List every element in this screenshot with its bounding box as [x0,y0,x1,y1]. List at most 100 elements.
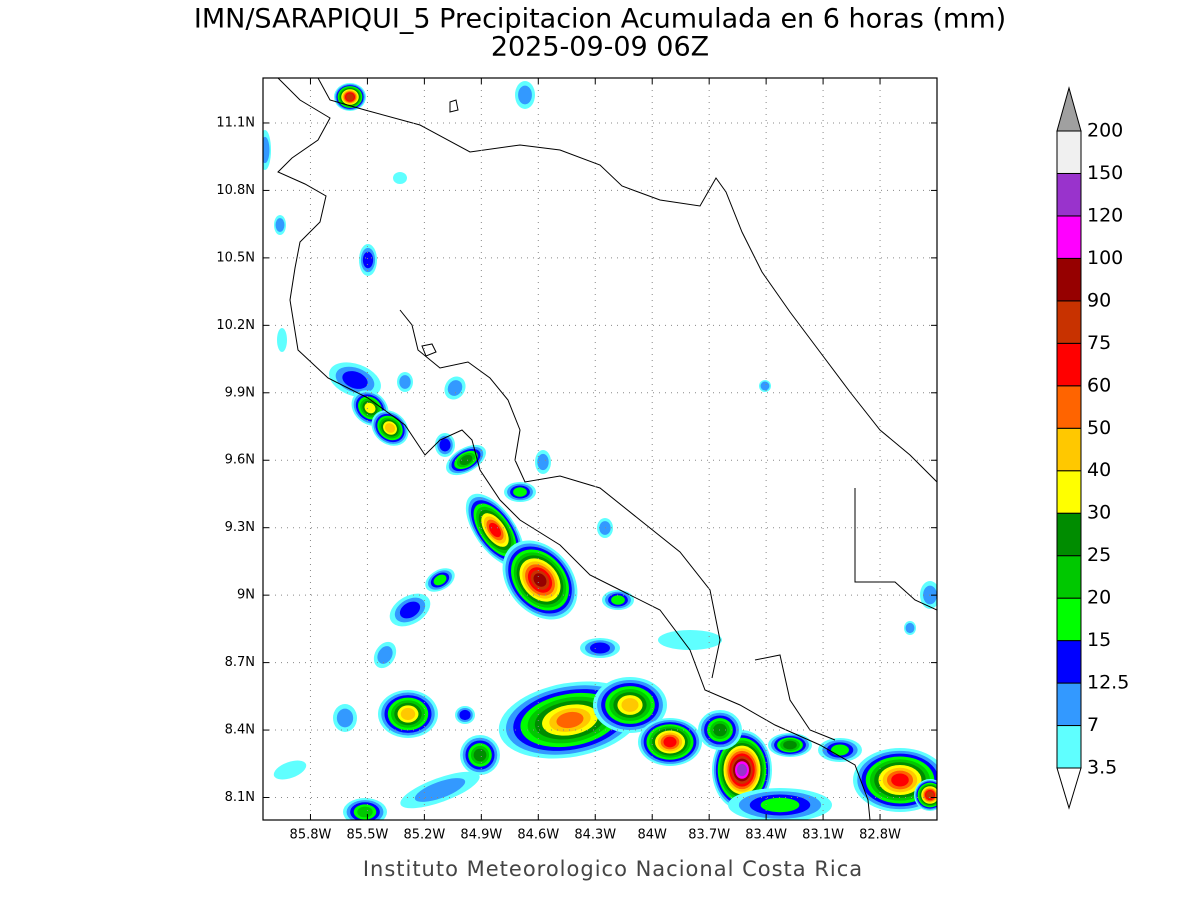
precip-contour [513,487,527,497]
map-subtitle: 2025-09-09 06Z [491,32,709,63]
coastline [449,99,459,113]
colorbar-segment [1056,597,1082,642]
lat-tick-label: 9.6N [225,453,255,468]
footer: Instituto Meteorologico Nacional Costa R… [363,857,863,881]
colorbar-label: 25 [1087,544,1111,566]
precip-contour [433,574,447,586]
lon-tick-label: 83.1W [802,828,844,843]
precip-contour [263,136,270,164]
lon-tick-label: 84.6W [517,828,559,843]
precip-contour [518,85,532,105]
lat-tick-label: 11.1N [216,115,255,130]
colorbar-label: 60 [1087,374,1111,396]
precip-contour [439,438,451,452]
precip-contour [357,806,373,818]
colorbar-label: 120 [1087,204,1123,226]
precip-contour [533,573,547,587]
precip-contour [277,328,287,352]
lat-tick-label: 10.2N [216,318,255,333]
colorbar-segment [1056,172,1082,217]
colorbar-segment [1056,300,1082,344]
precip-contour [459,454,473,466]
precip-contour [736,763,748,777]
lat-tick-label: 9.9N [225,385,255,400]
lon-tick-label: 83.7W [688,828,730,843]
map-title: IMN/SARAPIQUI_5 Precipitacion Acumulada … [194,4,1006,35]
colorbar-segment [1056,342,1082,387]
coastline [421,343,437,357]
colorbar-high-triangle [1056,86,1082,132]
colorbar-label: 100 [1087,247,1123,269]
precip-contour [926,791,934,799]
precip-contour [611,595,625,605]
precip-contour [783,740,797,750]
precip-contour [760,381,770,391]
colorbar-label: 30 [1087,502,1111,524]
lon-tick-label: 84W [638,828,668,843]
precip-contour [663,736,677,748]
colorbar-segment [1056,215,1082,259]
precip-contour [342,371,368,389]
precip-contour [459,709,471,721]
lon-tick-label: 85.8W [290,828,332,843]
colorbar-segment [1056,555,1082,599]
lat-tick-label: 9N [237,588,255,603]
colorbar-label: 7 [1087,714,1099,736]
lat-tick-label: 10.5N [216,250,255,265]
lat-tick-label: 9.3N [225,520,255,535]
colorbar-label: 150 [1087,162,1123,184]
precip-contour [905,622,915,634]
colorbar-segment [1056,130,1082,174]
coastline [317,78,937,483]
precip-contour [364,402,376,414]
coastline [399,309,721,679]
colorbar-segment [1056,470,1082,514]
precipitation-layer [263,81,937,820]
precip-contour [537,453,549,471]
colorbar-segment [1056,427,1082,472]
colorbar-segment [1056,385,1082,429]
coastline [277,78,871,820]
colorbar-segment [1056,640,1082,684]
lon-tick-label: 85.2W [403,828,445,843]
precip-contour [760,797,800,813]
coastlines [277,78,937,820]
lon-tick-label: 85.5W [347,828,389,843]
lat-tick-label: 8.7N [225,655,255,670]
lon-tick-label: 82.8W [859,828,901,843]
colorbar-label: 200 [1087,120,1123,142]
coastline [754,654,836,741]
precip-contour [273,760,307,780]
colorbar-segment [1056,257,1082,302]
precip-contour [488,522,502,538]
lat-tick-label: 10.8N [216,183,255,198]
precip-contour [399,601,421,619]
colorbar-label: 50 [1087,417,1111,439]
colorbar-segment [1056,725,1082,769]
precip-contour [831,744,849,756]
colorbar-low-triangle [1056,767,1082,810]
colorbar-label: 75 [1087,332,1111,354]
precip-contour [473,748,487,762]
precip-contour [275,218,285,232]
map-frame [262,77,938,821]
precip-contour [891,773,909,787]
precip-contour [400,707,416,721]
colorbar-label: 90 [1087,289,1111,311]
precip-contour [377,646,393,664]
colorbar-label: 3.5 [1087,757,1117,779]
precip-contour [414,778,466,802]
precip-contour [447,380,463,396]
precip-contour [621,698,639,712]
precip-contour [346,93,354,101]
grid [263,78,937,820]
colorbar-label: 20 [1087,587,1111,609]
precip-contour [393,172,407,184]
lat-tick-label: 8.4N [225,723,255,738]
colorbar-label: 40 [1087,459,1111,481]
precip-contour [658,630,722,650]
precip-contour [336,708,354,728]
precip-contour [362,251,374,269]
precip-contour [384,423,396,433]
